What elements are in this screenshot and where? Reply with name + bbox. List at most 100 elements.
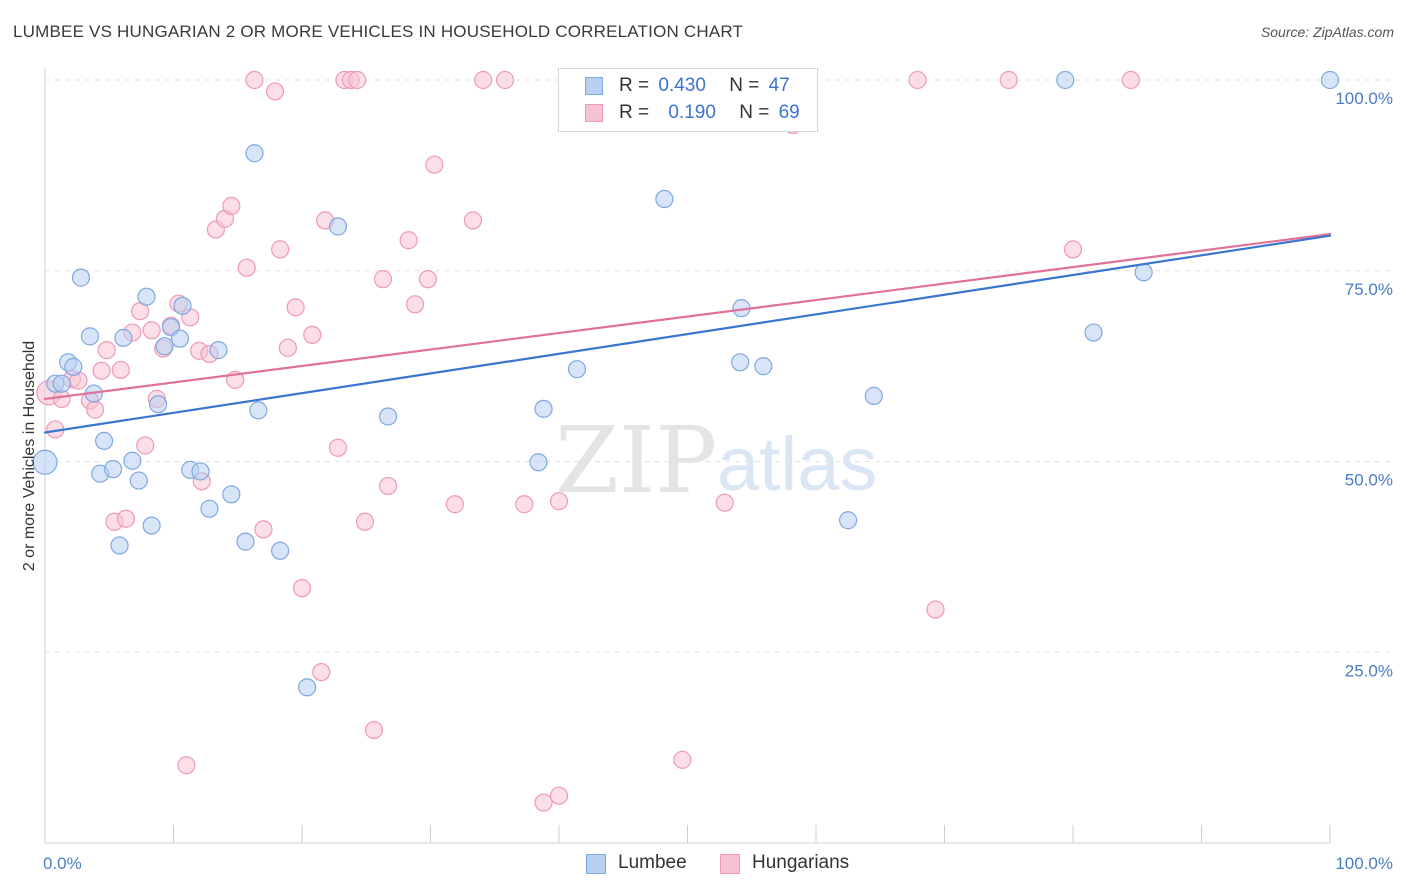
hungarians-point-34 xyxy=(278,338,297,357)
chart-title: LUMBEE VS HUNGARIAN 2 OR MORE VEHICLES I… xyxy=(13,22,744,41)
hungarians-point-11 xyxy=(116,509,136,528)
y-tick-label-2: 75.0% xyxy=(1345,280,1393,299)
hungarians-point-36 xyxy=(292,579,312,598)
lumbee-point-9 xyxy=(95,431,114,450)
lumbee-point-27 xyxy=(236,532,255,551)
watermark-zip: ZIP xyxy=(555,407,717,514)
legend-hungarians-n-label: N = xyxy=(739,102,770,123)
hungarians-point-43 xyxy=(348,70,367,90)
hungarians-point-53 xyxy=(463,211,483,230)
lumbee-point-12 xyxy=(114,328,133,347)
lumbee-point-25 xyxy=(209,341,228,360)
hungarians-point-55 xyxy=(495,70,515,90)
lumbee-point-26 xyxy=(222,485,241,504)
hungarians-point-62 xyxy=(715,493,734,512)
legend-text-hungarians: R = 0.190 N = 69 xyxy=(619,102,800,124)
hungarians-point-47 xyxy=(378,476,398,496)
hungarians-point-37 xyxy=(303,325,322,344)
hungarians-point-52 xyxy=(445,495,465,514)
hungarians-point-66 xyxy=(999,70,1018,90)
hungarians-point-2 xyxy=(52,389,71,409)
legend-hungarians-r-label: R = xyxy=(619,102,650,123)
hungarians-point-8 xyxy=(97,341,116,360)
hungarians-point-50 xyxy=(418,270,438,289)
x-tick-label-0: 0.0% xyxy=(43,854,82,873)
hungarians-point-35 xyxy=(286,298,305,317)
lumbee-point-21 xyxy=(173,296,192,315)
lumbee-point-18 xyxy=(155,337,174,356)
y-tick-label-3: 100.0% xyxy=(1335,89,1393,108)
hungarians-point-49 xyxy=(405,295,425,314)
hungarians-point-31 xyxy=(254,520,273,539)
hungarians-point-57 xyxy=(534,793,553,812)
lumbee-point-36 xyxy=(567,360,587,379)
hungarians-point-33 xyxy=(271,240,290,259)
hungarians-point-32 xyxy=(265,82,285,101)
hungarians-point-61 xyxy=(673,750,692,769)
hungarians-point-44 xyxy=(355,512,375,531)
hungarians-point-45 xyxy=(364,720,384,740)
lumbee-point-10 xyxy=(104,460,123,479)
lumbee-point-13 xyxy=(123,451,142,470)
trend-lines xyxy=(43,233,1332,434)
legend-swatch-lumbee xyxy=(585,77,603,95)
lumbee-point-14 xyxy=(129,471,148,490)
hungarians-trend-line xyxy=(43,233,1332,401)
lumbee-point-46 xyxy=(1320,70,1340,90)
lumbee-point-5 xyxy=(71,268,91,287)
legend: R = 0.430 N = 47 R = 0.190 N = 69 xyxy=(558,68,818,132)
lumbee-point-45 xyxy=(1134,263,1153,282)
hungarians-point-64 xyxy=(908,70,927,90)
lumbee-point-33 xyxy=(378,407,398,426)
tick-labels: 25.0% 50.0% 75.0% 100.0% 0.0% 100.0% xyxy=(43,89,1393,873)
hungarians-point-46 xyxy=(373,270,393,289)
lumbee-point-23 xyxy=(191,462,210,481)
legend-swatch-hungarians xyxy=(585,104,603,122)
hungarians-point-58 xyxy=(549,786,569,805)
series-lumbee-points xyxy=(32,70,1340,697)
lumbee-point-17 xyxy=(148,395,168,414)
hungarians-point-15 xyxy=(142,321,161,340)
hungarians-point-7 xyxy=(92,361,111,380)
lumbee-trend-line xyxy=(43,234,1332,434)
legend-lumbee-r-value: 0.430 xyxy=(658,75,706,96)
lumbee-point-30 xyxy=(271,541,290,560)
lumbee-point-42 xyxy=(864,386,883,405)
hungarians-point-40 xyxy=(328,438,348,457)
bottom-legend-label-hungarians: Hungarians xyxy=(752,852,850,873)
lumbee-point-0 xyxy=(32,449,58,475)
lumbee-point-31 xyxy=(298,678,317,697)
lumbee-point-37 xyxy=(655,189,674,209)
lumbee-point-16 xyxy=(142,516,161,535)
hungarians-point-48 xyxy=(399,231,418,250)
source-credit: Source: ZipAtlas.com xyxy=(1260,24,1394,40)
hungarians-point-10 xyxy=(111,360,130,380)
lumbee-point-41 xyxy=(839,511,858,530)
hungarians-point-54 xyxy=(474,70,493,90)
x-tick-label-1: 100.0% xyxy=(1335,854,1393,873)
legend-lumbee-n-value: 47 xyxy=(768,75,790,96)
hungarians-point-6 xyxy=(86,400,105,419)
hungarians-point-14 xyxy=(136,436,155,455)
lumbee-point-43 xyxy=(1056,70,1075,90)
y-tick-label-1: 50.0% xyxy=(1345,471,1393,490)
hungarians-point-20 xyxy=(177,756,196,775)
hungarians-point-51 xyxy=(425,155,444,174)
lumbee-point-15 xyxy=(137,287,156,306)
y-tick-label-0: 25.0% xyxy=(1345,661,1393,680)
grid-lines xyxy=(45,79,1392,653)
lumbee-point-40 xyxy=(754,357,773,376)
legend-lumbee-n-label: N = xyxy=(729,75,760,96)
lumbee-point-38 xyxy=(731,353,750,372)
lumbee-point-28 xyxy=(245,144,264,163)
lumbee-point-2 xyxy=(52,374,71,393)
legend-hungarians-n-value: 69 xyxy=(778,102,800,123)
lumbee-point-35 xyxy=(534,399,553,418)
hungarians-point-59 xyxy=(549,492,569,511)
lumbee-point-29 xyxy=(249,401,268,420)
watermark-atlas: atlas xyxy=(717,422,878,507)
bottom-legend-swatch-lumbee xyxy=(586,854,606,874)
hungarians-point-65 xyxy=(926,600,945,619)
hungarians-point-27 xyxy=(222,196,241,215)
lumbee-point-32 xyxy=(328,217,348,236)
